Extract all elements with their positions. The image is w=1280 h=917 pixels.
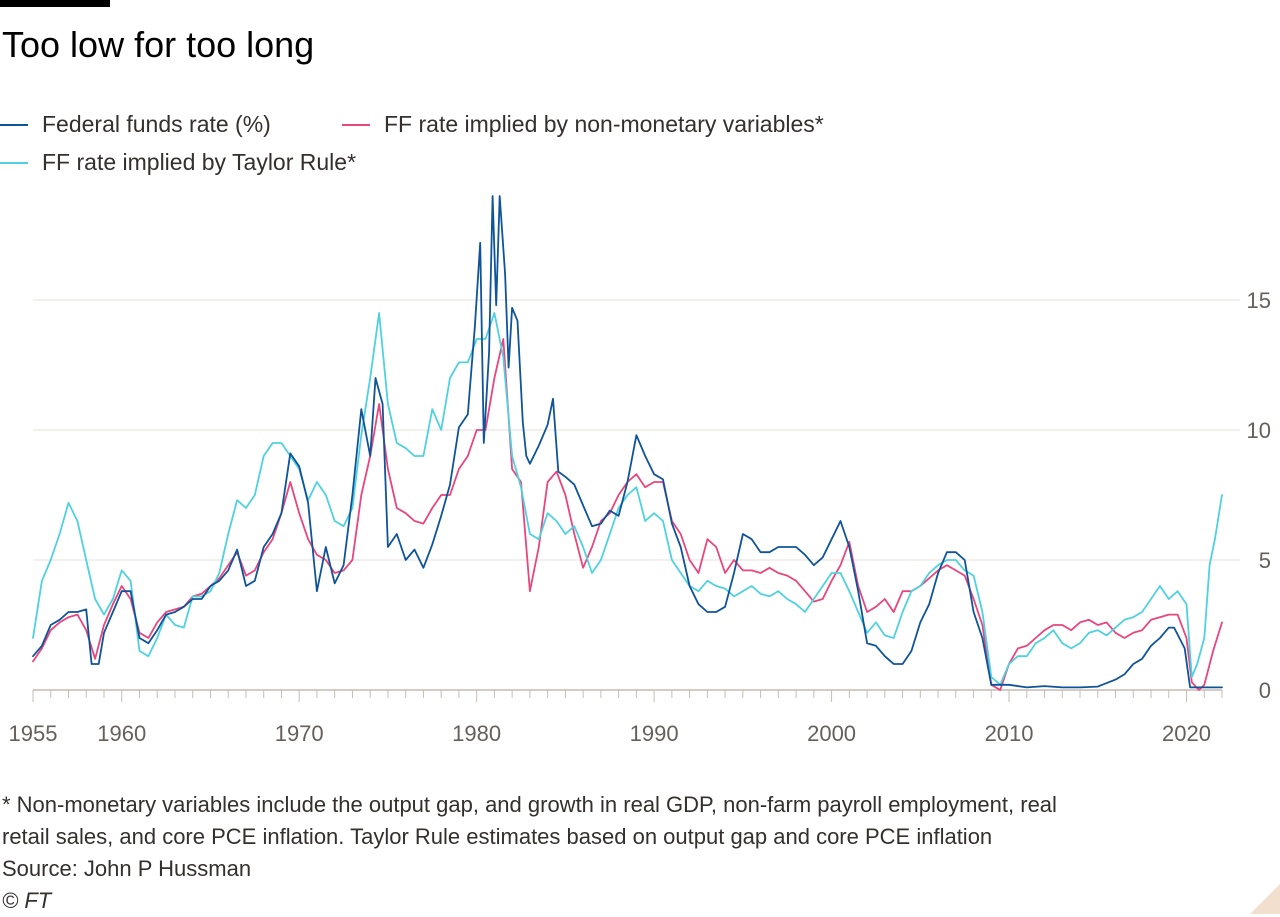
chart-title: Too low for too long bbox=[2, 24, 315, 65]
x-tick-label: 1990 bbox=[630, 721, 679, 746]
line-chart: 1955 1960 1970 1980 1990 2000 2010 2020 0 5 10 15 bbox=[9, 195, 1271, 746]
legend-swatch-non-monetary bbox=[342, 123, 370, 126]
x-tick-label: 2000 bbox=[807, 721, 856, 746]
footnote-line-1: * Non-monetary variables include the out… bbox=[2, 792, 1057, 817]
y-axis-labels: 0 5 10 15 bbox=[1247, 288, 1271, 703]
legend-swatch-taylor bbox=[0, 161, 28, 164]
legend-swatch-fed-funds bbox=[0, 123, 28, 126]
x-tick-label: 2010 bbox=[985, 721, 1034, 746]
grid-lines bbox=[33, 299, 1240, 561]
chart-series bbox=[32, 195, 1223, 691]
series-line-taylor bbox=[32, 312, 1223, 686]
x-axis: 1955 1960 1970 1980 1990 2000 2010 2020 bbox=[9, 689, 1223, 746]
series-line-non-monetary bbox=[32, 338, 1223, 691]
copyright-note: © FT bbox=[2, 888, 52, 913]
y-tick-label: 15 bbox=[1247, 288, 1271, 313]
legend-label-taylor: FF rate implied by Taylor Rule* bbox=[42, 149, 357, 175]
legend-item-taylor: FF rate implied by Taylor Rule* bbox=[0, 149, 356, 176]
legend-item-non-monetary: FF rate implied by non-monetary variable… bbox=[342, 111, 824, 138]
legend-label-non-monetary: FF rate implied by non-monetary variable… bbox=[384, 111, 824, 137]
series-line-fed-funds bbox=[32, 195, 1223, 689]
ft-brand-bar bbox=[0, 0, 110, 7]
legend-label-fed-funds: Federal funds rate (%) bbox=[42, 111, 271, 137]
legend-item-fed-funds: Federal funds rate (%) bbox=[0, 111, 271, 138]
y-tick-label: 5 bbox=[1259, 548, 1271, 573]
x-tick-label: 2020 bbox=[1162, 721, 1211, 746]
source-note: Source: John P Hussman bbox=[2, 856, 252, 881]
chart-notes: * Non-monetary variables include the out… bbox=[2, 789, 1057, 917]
x-tick-label: 1970 bbox=[275, 721, 324, 746]
corner-fold bbox=[1250, 884, 1280, 914]
y-tick-label: 0 bbox=[1259, 678, 1271, 703]
x-tick-label: 1980 bbox=[452, 721, 501, 746]
x-tick-label: 1955 bbox=[9, 721, 58, 746]
x-tick-label: 1960 bbox=[97, 721, 146, 746]
footnote-line-2: retail sales, and core PCE inflation. Ta… bbox=[2, 824, 993, 849]
y-tick-label: 10 bbox=[1247, 418, 1271, 443]
